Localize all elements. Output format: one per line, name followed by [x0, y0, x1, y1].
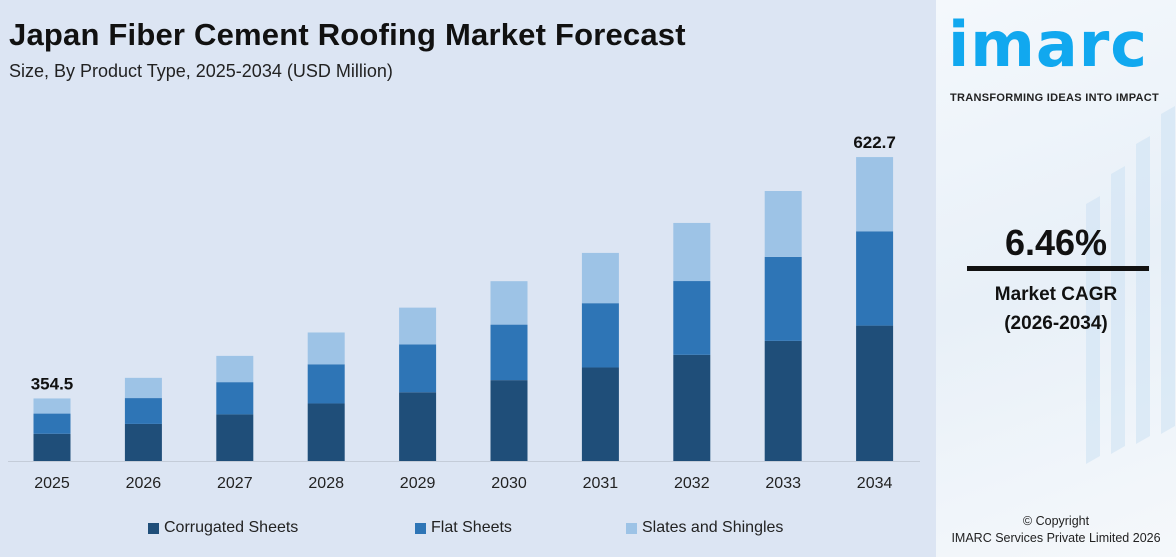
x-tick-label: 2034 [857, 475, 893, 492]
bar-segment-corrugated-sheets-2033 [764, 340, 802, 461]
x-tick-label: 2030 [491, 475, 527, 492]
bar-segment-slates-and-shingles-2028 [307, 332, 345, 365]
legend-swatch [626, 522, 637, 534]
bar-segment-slates-and-shingles-2033 [764, 191, 802, 257]
data-label: 354.5 [31, 374, 74, 393]
cagr-period: (2026-2034) [1004, 313, 1108, 334]
legend-label: Corrugated Sheets [164, 519, 299, 536]
bar-segment-flat-sheets-2028 [307, 364, 345, 404]
bar-segment-corrugated-sheets-2031 [581, 367, 619, 461]
bar-segment-corrugated-sheets-2025 [33, 433, 71, 461]
legend-label: Flat Sheets [431, 519, 512, 536]
chart-title: Japan Fiber Cement Roofing Market Foreca… [9, 17, 686, 52]
bar-segment-slates-and-shingles-2027 [216, 355, 254, 383]
bar-segment-corrugated-sheets-2034 [856, 325, 894, 461]
bar-segment-flat-sheets-2029 [399, 344, 437, 393]
bar-segment-flat-sheets-2026 [124, 398, 162, 424]
x-tick-label: 2031 [583, 475, 619, 492]
legend-item-slates: Slates and Shingles [626, 519, 783, 537]
bar-segment-flat-sheets-2034 [856, 231, 894, 326]
bar-segment-slates-and-shingles-2032 [673, 222, 711, 282]
bar-segment-slates-and-shingles-2030 [490, 281, 528, 325]
imarc-logo: imarc [948, 8, 1149, 81]
bar-segment-slates-and-shingles-2029 [399, 307, 437, 345]
x-tick-label: 2032 [674, 475, 710, 492]
background-decoration [1111, 165, 1125, 455]
divider [967, 266, 1149, 271]
bar-segment-corrugated-sheets-2032 [673, 354, 711, 461]
side-panel: imarc TRANSFORMING IDEAS INTO IMPACT 6.4… [936, 0, 1176, 557]
cagr-label: Market CAGR [994, 284, 1118, 305]
bar-segment-corrugated-sheets-2027 [216, 414, 254, 461]
bar-segment-flat-sheets-2031 [581, 303, 619, 368]
legend-swatch [148, 522, 159, 534]
chart-subtitle: Size, By Product Type, 2025-2034 (USD Mi… [9, 61, 393, 81]
bar-segment-corrugated-sheets-2026 [124, 423, 162, 461]
x-tick-label: 2029 [400, 475, 436, 492]
legend-label: Slates and Shingles [642, 519, 784, 536]
copyright: © Copyright [1022, 514, 1090, 528]
bar-segment-flat-sheets-2032 [673, 281, 711, 355]
x-tick-label: 2028 [308, 475, 344, 492]
x-tick-label: 2025 [34, 475, 70, 492]
bar-segment-corrugated-sheets-2028 [307, 403, 345, 461]
legend-item-corrugated: Corrugated Sheets [148, 519, 298, 537]
stacked-bar-chart: 2025 354.5 2026 2027 2028 2029 2030 2031 2032 203… [8, 133, 920, 492]
bar-segment-corrugated-sheets-2030 [490, 380, 528, 461]
bar-segment-slates-and-shingles-2031 [581, 252, 619, 304]
background-decoration [1161, 105, 1175, 435]
bar-segment-slates-and-shingles-2026 [124, 377, 162, 399]
cagr-value: 6.46% [1004, 222, 1108, 263]
bar-segment-flat-sheets-2030 [490, 324, 528, 381]
bar-segment-corrugated-sheets-2029 [399, 392, 437, 461]
legend-swatch [415, 522, 426, 534]
legend-item-flat: Flat Sheets [415, 519, 512, 537]
bar-segment-flat-sheets-2025 [33, 413, 71, 434]
bar-segment-slates-and-shingles-2034 [856, 157, 894, 232]
x-tick-label: 2027 [217, 475, 253, 492]
bar-segment-slates-and-shingles-2025 [33, 398, 71, 414]
logo-tagline: TRANSFORMING IDEAS INTO IMPACT [950, 92, 1160, 104]
bar-segment-flat-sheets-2027 [216, 382, 254, 415]
bar-segment-flat-sheets-2033 [764, 256, 802, 341]
x-tick-label: 2033 [765, 475, 801, 492]
company-name: IMARC Services Private Limited 2026 [951, 531, 1161, 545]
x-tick-label: 2026 [126, 475, 162, 492]
data-label: 622.7 [853, 133, 896, 152]
